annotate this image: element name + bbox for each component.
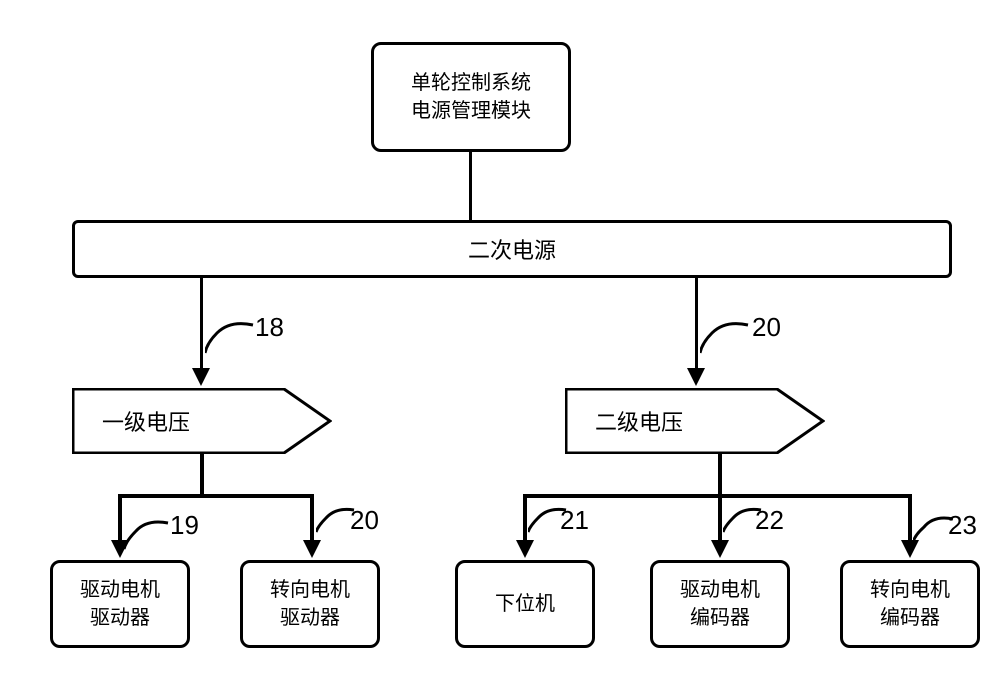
ref-label-19: 19 <box>170 510 199 541</box>
node-lower-line1: 下位机 <box>495 590 555 618</box>
node-sme-line2: 编码器 <box>880 607 940 629</box>
node-lower-machine: 下位机 <box>455 560 595 648</box>
node-level1-voltage-label: 一级电压 <box>102 405 190 437</box>
node-top-line2: 电源管理模块 <box>411 100 531 122</box>
edge-l2-lower <box>523 494 527 542</box>
ref-label-22: 22 <box>755 505 784 536</box>
node-dmd-line1: 驱动电机 <box>80 579 160 601</box>
ref-curve-19 <box>124 515 170 551</box>
edge-l2-stem <box>718 454 722 496</box>
node-secondary-power-label: 二次电源 <box>468 233 556 265</box>
node-smd-line2: 驱动器 <box>280 607 340 629</box>
node-steering-motor-encoder: 转向电机 编码器 <box>840 560 980 648</box>
ref-label-20b: 20 <box>350 505 379 536</box>
ref-label-18: 18 <box>255 312 284 343</box>
node-secondary-power: 二次电源 <box>72 220 952 278</box>
ref-label-20a: 20 <box>752 312 781 343</box>
node-steering-motor-driver: 转向电机 驱动器 <box>240 560 380 648</box>
edge-l1-smd <box>310 494 314 542</box>
node-dmd-line2: 驱动器 <box>90 607 150 629</box>
ref-curve-20a <box>700 315 750 355</box>
node-top-line1: 单轮控制系统 <box>411 72 531 94</box>
node-level2-voltage: 二级电压 <box>565 388 825 454</box>
node-sme-line1: 转向电机 <box>870 579 950 601</box>
node-drive-motor-encoder: 驱动电机 编码器 <box>650 560 790 648</box>
node-dme-line1: 驱动电机 <box>680 579 760 601</box>
arrow-l2-lower <box>516 540 534 558</box>
node-dme-line2: 编码器 <box>690 607 750 629</box>
arrow-l2-dme <box>711 540 729 558</box>
arrow-l1-smd <box>303 540 321 558</box>
ref-label-23: 23 <box>948 510 977 541</box>
edge-l1-dmd <box>118 494 122 542</box>
arrow-sec-l1 <box>192 368 210 386</box>
node-level2-voltage-label: 二级电压 <box>595 405 683 437</box>
edge-l1-stem <box>200 454 204 496</box>
node-top: 单轮控制系统 电源管理模块 <box>371 42 571 152</box>
edge-top-secondary <box>469 152 472 220</box>
edge-l2-sme <box>908 494 912 542</box>
node-drive-motor-driver: 驱动电机 驱动器 <box>50 560 190 648</box>
edge-l1-hbar <box>118 494 314 498</box>
node-smd-line1: 转向电机 <box>270 579 350 601</box>
ref-curve-18 <box>205 315 255 355</box>
edge-l2-dme <box>718 494 722 542</box>
diagram-canvas: 单轮控制系统 电源管理模块 二次电源 18 20 一级电压 二级电压 <box>0 0 1000 677</box>
ref-label-21: 21 <box>560 505 589 536</box>
node-level1-voltage: 一级电压 <box>72 388 332 454</box>
arrow-sec-l2 <box>687 368 705 386</box>
edge-sec-l1 <box>200 278 203 370</box>
edge-sec-l2 <box>695 278 698 370</box>
